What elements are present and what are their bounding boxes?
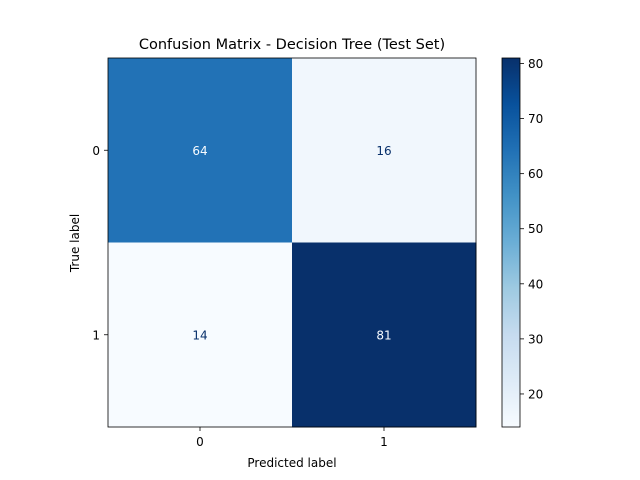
cell-value-label: 16 [376, 144, 391, 158]
cell-value-labels: 64 16 14 81 [192, 144, 391, 343]
plot-frame [107, 57, 477, 428]
colorbar [501, 57, 521, 428]
y-tick-label: 1 [92, 328, 100, 342]
y-axis-ticks: 01 [92, 144, 108, 342]
colorbar-tick-label: 70 [528, 112, 543, 126]
colorbar-tick-label: 30 [528, 332, 543, 346]
matrix-cell [108, 242, 293, 428]
colorbar-tick-label: 80 [528, 57, 543, 71]
y-axis-label: True label [68, 214, 82, 273]
matrix-cell [292, 58, 477, 243]
cell-value-label: 64 [192, 144, 207, 158]
x-tick-label: 0 [196, 435, 204, 449]
colorbar-tick-label: 40 [528, 277, 543, 291]
cell-value-label: 14 [192, 328, 207, 342]
x-tick-label: 1 [380, 435, 388, 449]
matrix-cells [108, 58, 477, 428]
x-axis-label: Predicted label [247, 456, 336, 470]
chart-title: Confusion Matrix - Decision Tree (Test S… [139, 37, 445, 53]
colorbar-tick-label: 20 [528, 387, 543, 401]
y-tick-label: 0 [92, 144, 100, 158]
colorbar-tick-label: 60 [528, 167, 543, 181]
colorbar-ticks: 20 30 40 50 60 70 80 [520, 57, 543, 401]
cell-value-label: 81 [376, 328, 391, 342]
colorbar-tick-label: 50 [528, 222, 543, 236]
matrix-cell [292, 242, 477, 428]
matrix-cell [108, 58, 293, 243]
